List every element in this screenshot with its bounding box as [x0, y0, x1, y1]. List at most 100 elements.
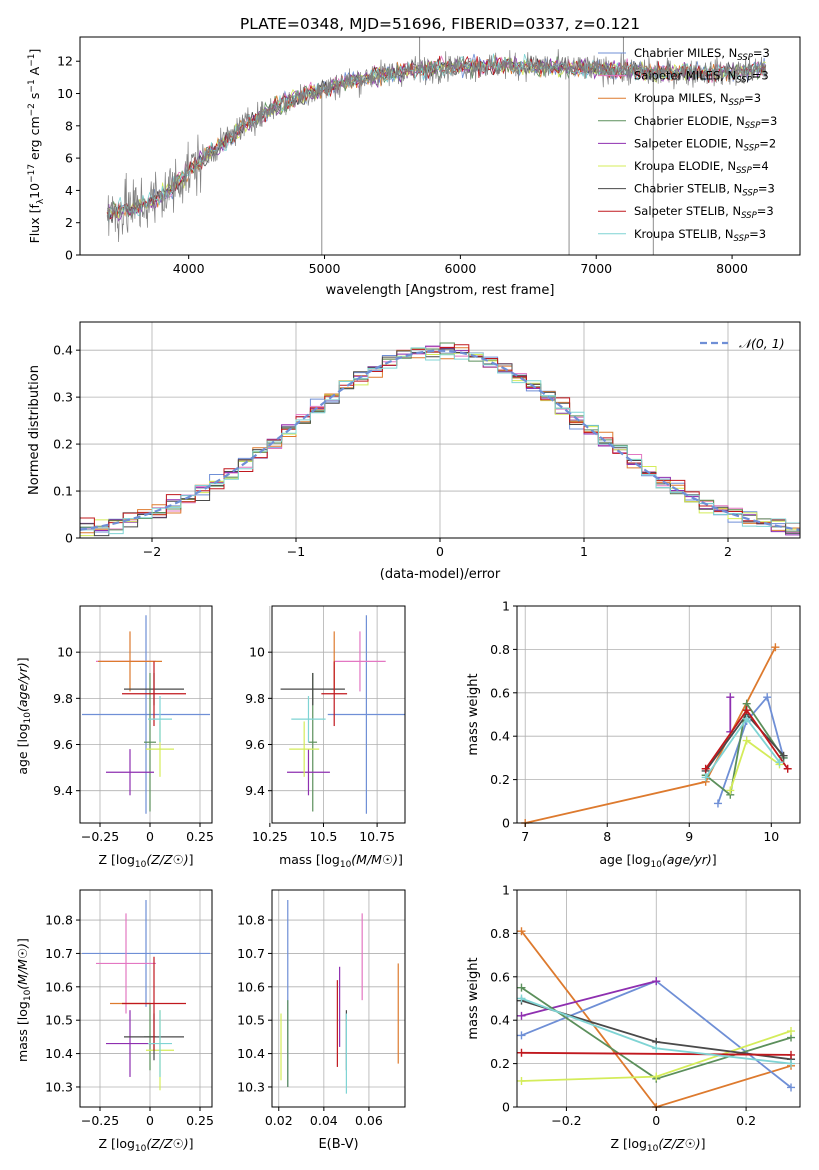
legend-entry: 𝒩(0, 1): [739, 336, 785, 351]
y-tick-label: 0.8: [490, 642, 510, 657]
y-axis-label-part: s: [27, 93, 42, 104]
x-axis-label-sub: 10: [135, 860, 147, 870]
legend-entry-tail: =3: [753, 46, 770, 60]
y-tick-label: 0: [65, 248, 73, 263]
x-axis-label-part: Z [log: [610, 1136, 646, 1151]
x-axis-label-part: (Z/Z☉): [146, 852, 188, 867]
x-axis-label-part: mass [log: [279, 852, 340, 867]
x-axis-label-part: Z [log: [98, 852, 134, 867]
x-tick-label: 10.5: [310, 829, 338, 844]
y-tick-label: 9.6: [245, 737, 265, 752]
axes-frame: [79, 36, 801, 256]
x-tick-label: 7000: [580, 261, 612, 276]
x-axis-label: Z [log10(Z/Z☉)]: [98, 1136, 193, 1154]
weight-marker: [779, 751, 788, 760]
y-tick-label: 10.4: [237, 1046, 265, 1061]
legend-entry-tail: =3: [752, 69, 769, 83]
y-tick-label: 0.4: [490, 1013, 510, 1028]
x-tick-label: 0: [436, 544, 444, 559]
y-tick-label: 8: [65, 118, 73, 133]
x-tick-label: 7: [521, 829, 529, 844]
y-tick-label: 9.8: [245, 691, 265, 706]
y-tick-label: 0: [502, 1100, 510, 1115]
legend-entry: Chabrier MILES, NSSP=3: [634, 46, 770, 63]
panel-weight_vs_Z: −0.2 0 0.2 0 0.2 0.4 0.6 0.8 1 mass weight Z [log1…: [466, 883, 801, 1154]
y-tick-label: 10.5: [237, 1013, 265, 1028]
y-tick-label: 0.8: [490, 926, 510, 941]
x-axis-label: wavelength [Angstrom, rest frame]: [326, 283, 555, 298]
x-axis-label: (data-model)/error: [380, 567, 501, 582]
normal-curve: [79, 349, 801, 531]
axes-frame: [79, 605, 213, 824]
axes-frame: [516, 889, 801, 1108]
x-axis-label: age [log10(age/yr)]: [599, 852, 716, 870]
axes-frame: [79, 889, 213, 1108]
y-tick-label: 0.1: [53, 484, 73, 499]
x-axis-label-part: (Z/Z☉): [146, 1136, 188, 1151]
panel-mass_vs_Z: −0.25 0 0.25 10.3 10.4 10.5 10.6 10.7 10.8 Z [log…: [15, 889, 214, 1154]
y-axis-label-part: −2: [27, 103, 37, 116]
y-axis-label-part: −17: [27, 164, 37, 183]
legend-entry-tail: =3: [760, 114, 777, 128]
legend-entry-sub: SSP: [734, 234, 750, 244]
y-tick-label: 9.6: [53, 737, 73, 752]
legend-entry: Salpeter ELODIE, NSSP=2: [634, 136, 776, 153]
legend-entry-text: Kroupa STELIB, N: [634, 227, 734, 241]
x-axis-label-part: (Z/Z☉): [658, 1136, 700, 1151]
legend-entry-sub: SSP: [745, 121, 761, 131]
weight-marker: [742, 714, 751, 723]
y-tick-label: 12: [57, 54, 73, 69]
y-tick-label: 10.3: [237, 1079, 265, 1094]
y-tick-label: 0.2: [490, 1056, 510, 1071]
y-tick-label: 9.8: [53, 691, 73, 706]
axes-frame: [271, 889, 406, 1108]
x-tick-label: 0: [146, 829, 154, 844]
x-tick-label: 8: [603, 829, 611, 844]
y-axis-label: Normed distribution: [27, 365, 42, 495]
x-axis-label-sub: 10: [651, 860, 663, 870]
y-tick-label: 1: [502, 599, 510, 614]
y-axis-label-part: (age/yr): [15, 662, 30, 712]
weight-line: [717, 695, 785, 804]
weight-marker: [517, 1076, 526, 1085]
x-tick-label: 10.25: [252, 829, 288, 844]
y-axis-label-part: 10: [27, 183, 42, 199]
x-axis-label-sub: 10: [135, 1144, 147, 1154]
weight-marker: [517, 983, 526, 992]
weight-line: [521, 980, 657, 1017]
legend-entry-text: Salpeter ELODIE, N: [634, 136, 744, 150]
legend-entry: Salpeter STELIB, NSSP=3: [634, 204, 774, 221]
y-tick-label: 10.7: [45, 946, 73, 961]
legend-entry-sub: SSP: [744, 143, 760, 153]
x-tick-label: 1: [580, 544, 588, 559]
weight-marker: [742, 736, 751, 745]
weight-marker: [787, 1059, 796, 1068]
y-tick-label: 0.2: [53, 437, 73, 452]
y-tick-label: 10: [249, 645, 265, 660]
legend-entry-tail: =3: [744, 91, 761, 105]
weight-marker: [771, 643, 780, 652]
y-axis-label-part: Flux [f: [27, 204, 42, 244]
y-tick-label: 4: [65, 183, 73, 198]
weight-marker: [787, 1083, 796, 1092]
x-axis-label-sub: 10: [340, 860, 352, 870]
weight-marker: [517, 1011, 526, 1020]
y-tick-label: 0.4: [53, 343, 73, 358]
x-tick-label: 6000: [444, 261, 476, 276]
weight-marker: [517, 994, 526, 1003]
weight-line: [705, 701, 785, 797]
y-tick-label: 10.8: [45, 913, 73, 928]
legend-entry: Kroupa STELIB, NSSP=3: [634, 227, 766, 244]
weight-marker: [726, 786, 735, 795]
x-axis-label-part: ]: [189, 852, 194, 867]
x-axis-label-part: (age/yr): [662, 852, 712, 867]
y-tick-label: 10.7: [237, 946, 265, 961]
x-tick-label: −0.25: [81, 1113, 119, 1128]
y-tick-label: 0.6: [490, 685, 510, 700]
x-axis-label: Z [log10(Z/Z☉)]: [98, 852, 193, 870]
legend-entry-sub: SSP: [741, 211, 757, 221]
weight-marker: [701, 764, 710, 773]
y-axis-label: mass weight: [466, 957, 481, 1039]
